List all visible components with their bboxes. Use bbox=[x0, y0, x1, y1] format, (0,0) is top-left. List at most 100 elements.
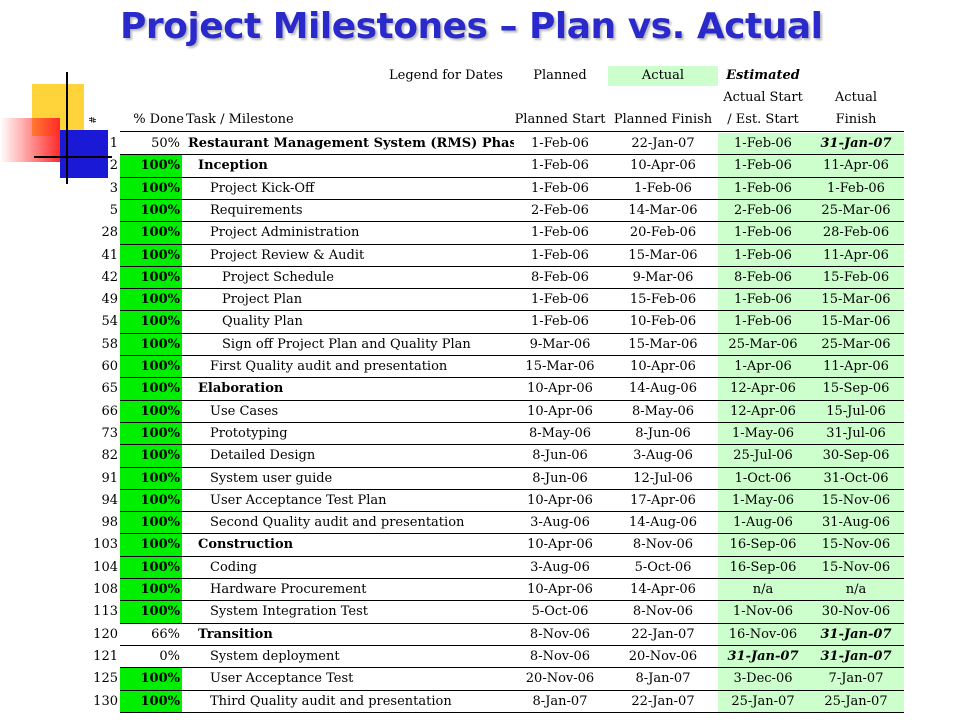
legend-label: Legend for Dates bbox=[389, 68, 503, 83]
actual-start: 12-Apr-06 bbox=[718, 401, 808, 423]
row-number: 49 bbox=[101, 292, 118, 307]
percent-done: 100% bbox=[120, 691, 182, 713]
row-divider bbox=[120, 533, 904, 534]
actual-start: 25-Mar-06 bbox=[718, 334, 808, 356]
percent-done: 50% bbox=[151, 136, 180, 151]
row-divider bbox=[120, 556, 904, 557]
percent-done: 100% bbox=[120, 155, 182, 177]
task-name: Sign off Project Plan and Quality Plan bbox=[222, 337, 471, 352]
planned-finish: 9-Mar-06 bbox=[632, 270, 694, 285]
task-name: Hardware Procurement bbox=[210, 582, 367, 597]
planned-finish: 10-Apr-06 bbox=[630, 158, 696, 173]
task-name: User Acceptance Test Plan bbox=[210, 493, 387, 508]
planned-finish: 22-Jan-07 bbox=[631, 694, 695, 709]
row-number: 41 bbox=[101, 248, 118, 263]
percent-done: 100% bbox=[120, 423, 182, 445]
row-number: 42 bbox=[101, 270, 118, 285]
row-divider bbox=[120, 221, 904, 222]
actual-start: 1-Feb-06 bbox=[718, 178, 808, 200]
task-name: Construction bbox=[198, 537, 294, 552]
actual-finish: 15-Jul-06 bbox=[808, 401, 904, 423]
actual-finish: 11-Apr-06 bbox=[808, 155, 904, 177]
planned-finish: 10-Apr-06 bbox=[630, 359, 696, 374]
task-name: Prototyping bbox=[210, 426, 288, 441]
header-num: # bbox=[89, 116, 99, 124]
row-divider bbox=[120, 377, 904, 378]
actual-finish: 15-Nov-06 bbox=[808, 557, 904, 579]
planned-finish: 20-Nov-06 bbox=[628, 649, 698, 664]
actual-finish: 15-Nov-06 bbox=[808, 490, 904, 512]
percent-done: 100% bbox=[120, 200, 182, 222]
planned-finish: 15-Feb-06 bbox=[629, 292, 697, 307]
planned-start: 15-Mar-06 bbox=[525, 359, 595, 374]
actual-finish: 30-Sep-06 bbox=[808, 445, 904, 467]
actual-start: 1-Feb-06 bbox=[718, 311, 808, 333]
planned-finish: 5-Oct-06 bbox=[634, 560, 692, 575]
percent-done: 100% bbox=[120, 490, 182, 512]
percent-done: 100% bbox=[120, 289, 182, 311]
row-number: 2 bbox=[109, 158, 118, 173]
actual-finish: 30-Nov-06 bbox=[808, 601, 904, 623]
task-name: Third Quality audit and presentation bbox=[210, 694, 452, 709]
task-name: Project Administration bbox=[210, 225, 360, 240]
row-divider bbox=[120, 690, 904, 691]
row-number: 104 bbox=[93, 560, 118, 575]
percent-done: 100% bbox=[120, 534, 182, 556]
actual-finish: 31-Oct-06 bbox=[808, 468, 904, 490]
task-name: System Integration Test bbox=[210, 604, 368, 619]
row-divider bbox=[120, 444, 904, 445]
actual-start: 1-Apr-06 bbox=[718, 356, 808, 378]
percent-done: 100% bbox=[120, 601, 182, 623]
row-number: 82 bbox=[101, 448, 118, 463]
percent-done: 100% bbox=[120, 512, 182, 534]
task-name: Inception bbox=[198, 158, 268, 173]
row-divider bbox=[120, 667, 904, 668]
percent-done: 100% bbox=[120, 468, 182, 490]
planned-finish: 8-Nov-06 bbox=[632, 604, 694, 619]
planned-start: 10-Apr-06 bbox=[527, 381, 593, 396]
planned-finish: 8-Jun-06 bbox=[635, 426, 691, 441]
actual-finish: 31-Jul-06 bbox=[808, 423, 904, 445]
actual-start: 1-Oct-06 bbox=[718, 468, 808, 490]
legend-estimated: Estimated bbox=[726, 68, 800, 83]
row-number: 94 bbox=[101, 493, 118, 508]
row-divider bbox=[120, 400, 904, 401]
row-number: 125 bbox=[93, 671, 118, 686]
row-number: 98 bbox=[101, 515, 118, 530]
planned-finish: 1-Feb-06 bbox=[634, 181, 692, 196]
planned-start: 8-Jan-07 bbox=[532, 694, 588, 709]
actual-start: 1-Feb-06 bbox=[718, 245, 808, 267]
task-name: Second Quality audit and presentation bbox=[210, 515, 465, 530]
actual-start: 25-Jan-07 bbox=[718, 691, 808, 713]
planned-start: 1-Feb-06 bbox=[531, 248, 589, 263]
planned-finish: 10-Feb-06 bbox=[629, 314, 697, 329]
row-number: 28 bbox=[101, 225, 118, 240]
actual-finish: 31-Jan-07 bbox=[808, 624, 904, 646]
row-divider bbox=[120, 310, 904, 311]
actual-start: 16-Sep-06 bbox=[718, 557, 808, 579]
planned-finish: 12-Jul-06 bbox=[633, 471, 693, 486]
row-divider bbox=[120, 467, 904, 468]
actual-start: 1-Feb-06 bbox=[718, 133, 808, 155]
row-divider bbox=[120, 422, 904, 423]
actual-finish: 15-Sep-06 bbox=[808, 378, 904, 400]
task-name: Project Kick-Off bbox=[210, 181, 315, 196]
planned-start: 8-Jun-06 bbox=[532, 448, 588, 463]
task-name: Detailed Design bbox=[210, 448, 316, 463]
task-name: System deployment bbox=[210, 649, 340, 664]
percent-done: 100% bbox=[120, 222, 182, 244]
planned-start: 20-Nov-06 bbox=[525, 671, 595, 686]
actual-start: 25-Jul-06 bbox=[718, 445, 808, 467]
task-name: Use Cases bbox=[210, 404, 279, 419]
row-number: 60 bbox=[101, 359, 118, 374]
planned-finish: 15-Mar-06 bbox=[628, 248, 698, 263]
actual-finish: 25-Mar-06 bbox=[808, 334, 904, 356]
actual-start: 1-Feb-06 bbox=[718, 289, 808, 311]
row-number: 113 bbox=[93, 604, 118, 619]
row-number: 5 bbox=[109, 203, 118, 218]
header-actual-finish-line1: Actual bbox=[834, 90, 878, 105]
actual-start: 1-Nov-06 bbox=[718, 601, 808, 623]
percent-done: 100% bbox=[120, 378, 182, 400]
percent-done: 100% bbox=[120, 445, 182, 467]
header-actual-start-line1: Actual Start bbox=[723, 90, 803, 105]
